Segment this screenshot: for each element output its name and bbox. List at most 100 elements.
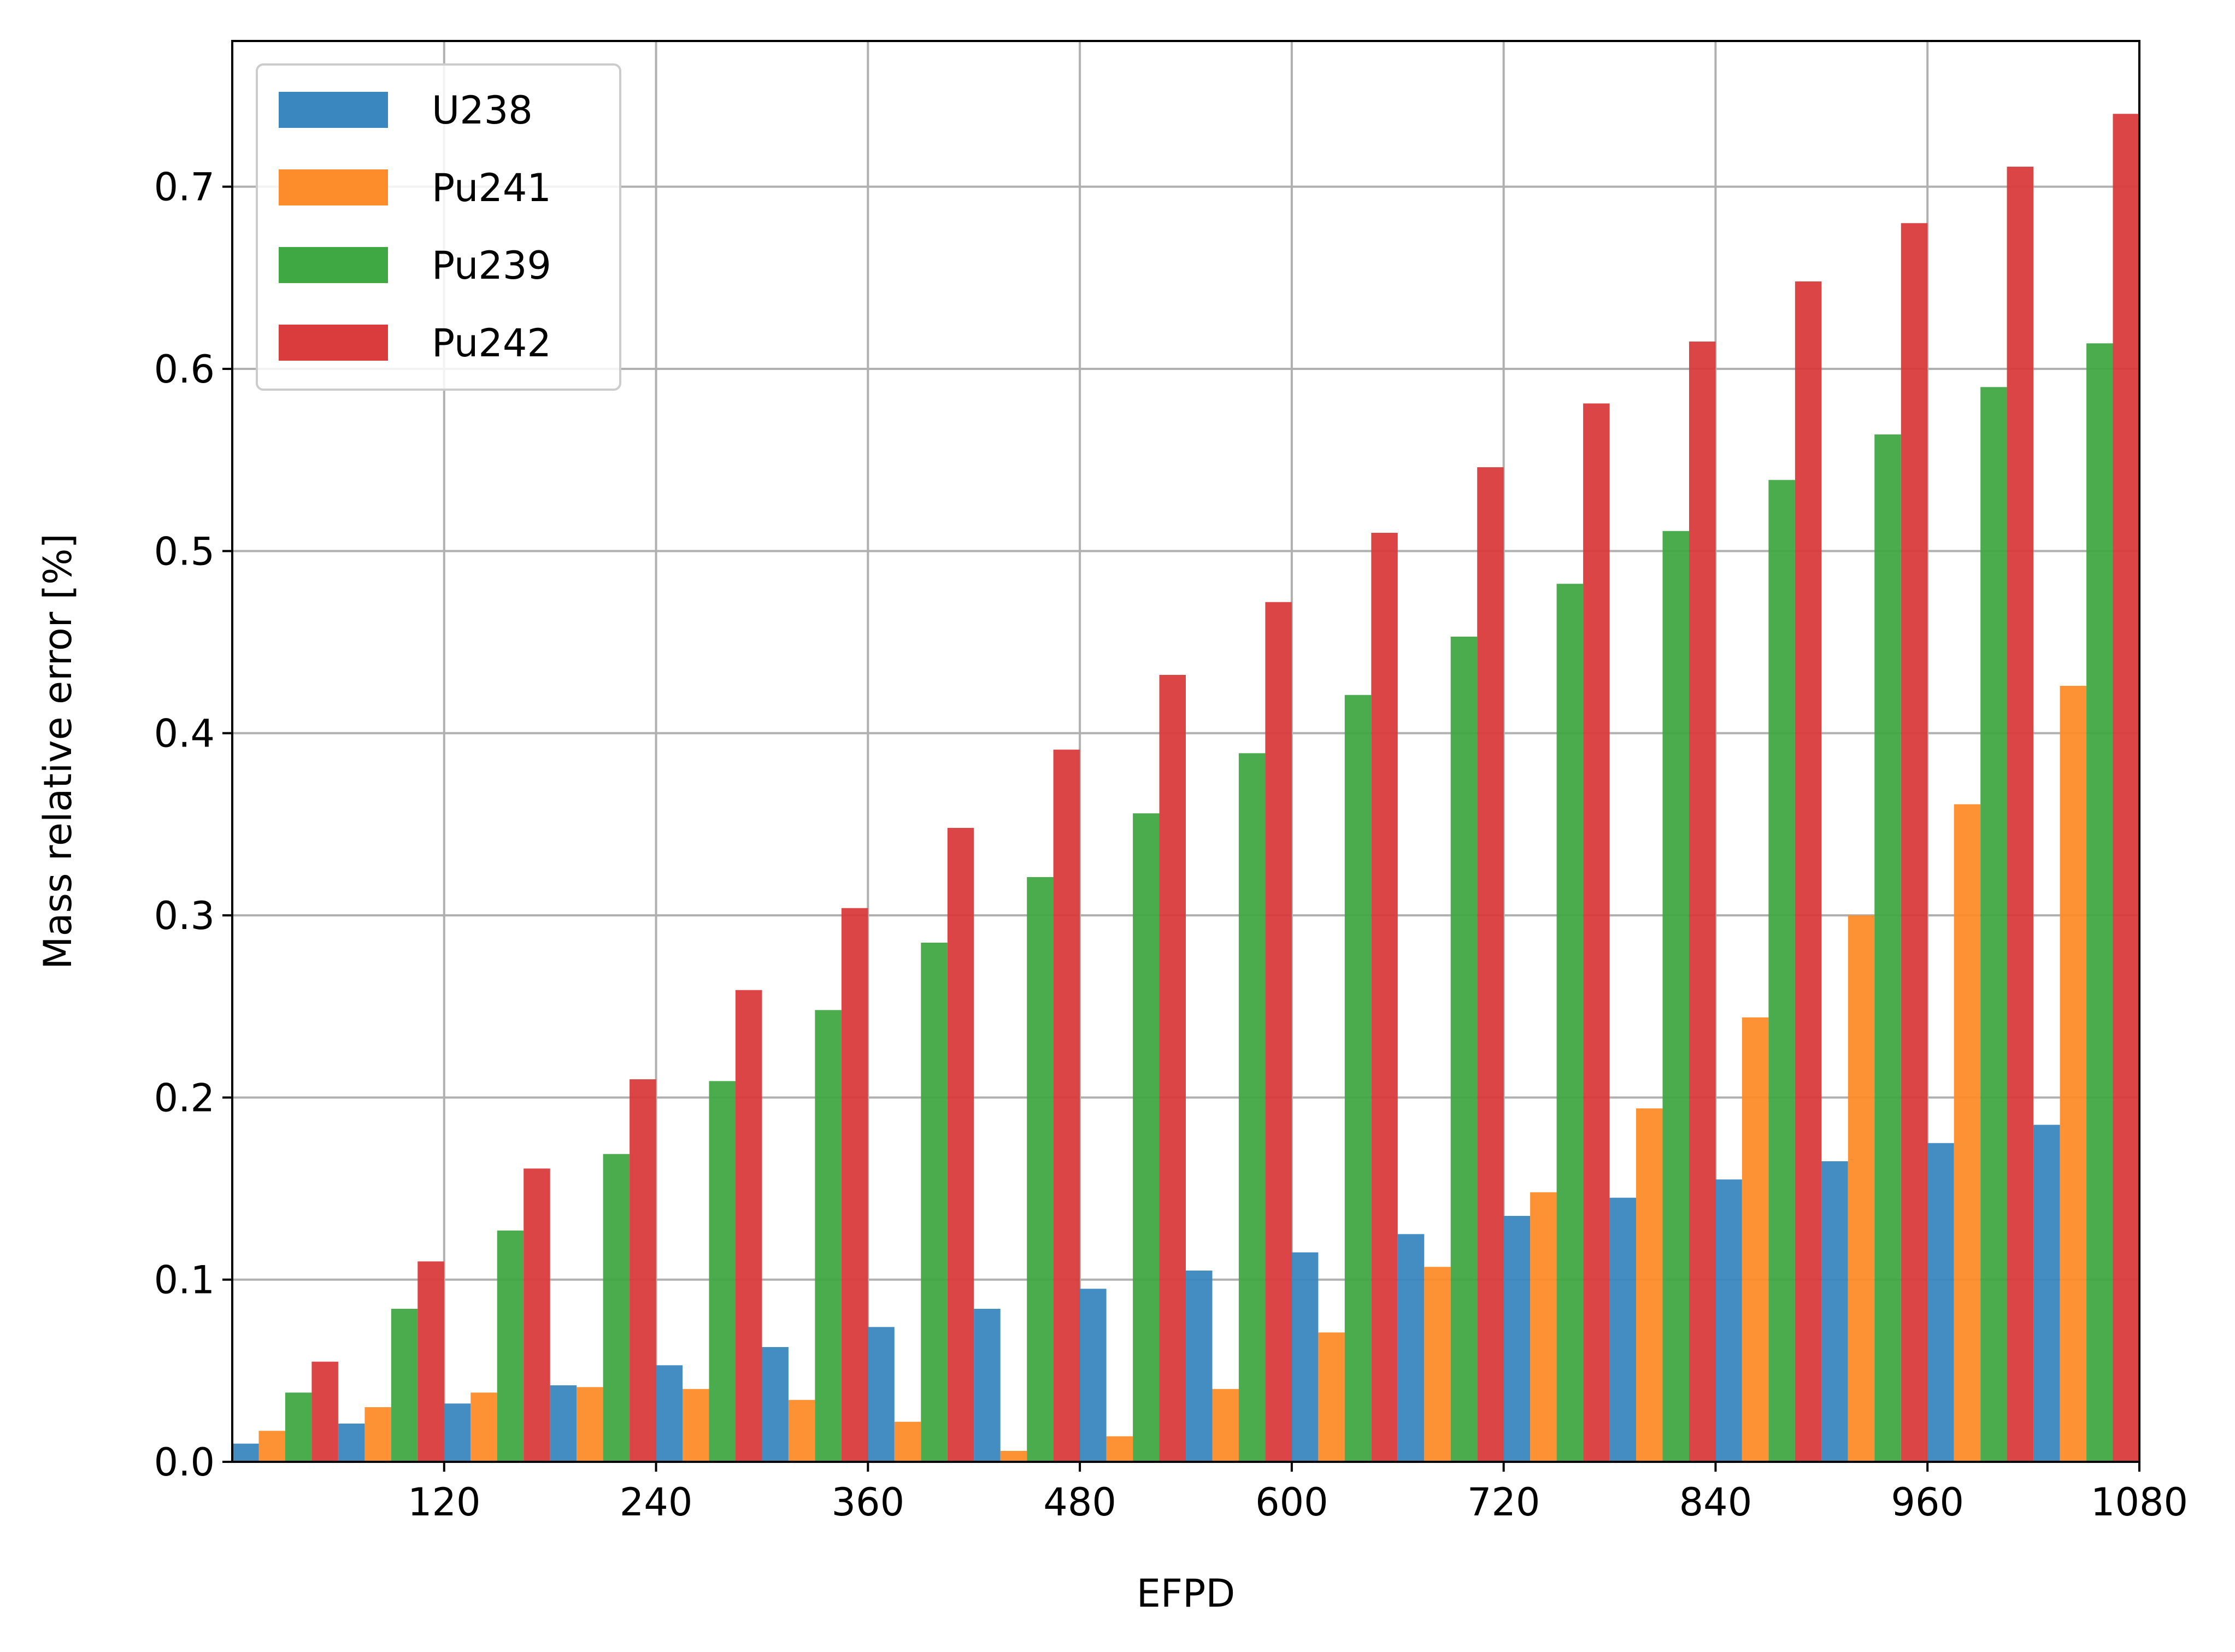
- legend-label-pu239: Pu239: [432, 243, 551, 288]
- bar-pu242: [524, 1168, 550, 1462]
- bar-pu241: [1848, 915, 1875, 1462]
- bar-pu239: [497, 1230, 524, 1462]
- bar-pu239: [1133, 813, 1160, 1462]
- bar-pu242: [630, 1079, 656, 1462]
- bar-u238: [232, 1443, 259, 1462]
- bar-pu239: [1344, 695, 1372, 1462]
- bar-pu239: [1556, 584, 1584, 1462]
- x-tick-label: 720: [1467, 1480, 1540, 1525]
- x-tick-label: 840: [1679, 1480, 1752, 1525]
- bar-pu241: [894, 1421, 921, 1462]
- x-tick-label: 240: [620, 1480, 693, 1525]
- bar-u238: [1609, 1197, 1637, 1462]
- bar-u238: [1503, 1216, 1531, 1462]
- bar-pu242: [1583, 403, 1610, 1462]
- bar-pu242: [1053, 749, 1080, 1462]
- plot-frame: [231, 40, 2140, 1463]
- bar-pu239: [603, 1154, 630, 1462]
- bar-pu242: [2007, 167, 2034, 1462]
- bar-pu242: [311, 1361, 338, 1462]
- x-tick-label: 360: [832, 1480, 905, 1525]
- bar-u238: [444, 1403, 471, 1462]
- bar-u238: [1186, 1271, 1213, 1462]
- legend-swatch-pu242: [279, 325, 388, 361]
- bar-pu241: [258, 1431, 285, 1462]
- bar-pu241: [364, 1407, 391, 1462]
- bar-pu239: [709, 1081, 736, 1462]
- bar-u238: [1397, 1234, 1425, 1462]
- bar-u238: [868, 1327, 895, 1462]
- bar-pu242: [1901, 223, 1928, 1462]
- bar-pu241: [470, 1392, 497, 1462]
- bar-pu241: [1742, 1017, 1769, 1462]
- bar-pu241: [2060, 686, 2087, 1462]
- bar-pu239: [2086, 343, 2113, 1462]
- bar-u238: [1927, 1143, 1954, 1462]
- bars: [232, 114, 2139, 1462]
- bar-pu242: [1795, 281, 1822, 1462]
- legend-label-pu242: Pu242: [432, 321, 551, 366]
- y-axis-label: Mass relative error [%]: [36, 533, 80, 969]
- bar-u238: [1291, 1252, 1319, 1462]
- bar-pu241: [1954, 804, 1981, 1462]
- legend-swatch-pu241: [279, 169, 388, 205]
- bar-u238: [974, 1309, 1001, 1462]
- y-tick-label: 0.3: [154, 893, 215, 938]
- x-tick-label: 120: [408, 1480, 481, 1525]
- y-tick-label: 0.5: [154, 529, 215, 574]
- bar-pu241: [577, 1387, 603, 1462]
- bar-pu239: [1662, 531, 1689, 1462]
- bar-u238: [1080, 1289, 1107, 1462]
- y-tick-label: 0.2: [154, 1075, 215, 1120]
- bar-pu239: [1874, 434, 1901, 1462]
- bar-pu242: [1159, 675, 1186, 1462]
- bar-u238: [762, 1347, 789, 1462]
- bar-pu242: [736, 990, 762, 1462]
- bar-pu241: [1000, 1451, 1027, 1462]
- x-tick-label: 480: [1043, 1480, 1116, 1525]
- y-tick-label: 0.0: [154, 1440, 215, 1485]
- bar-pu239: [1768, 480, 1795, 1462]
- bar-pu242: [2113, 114, 2139, 1462]
- legend-swatch-pu239: [279, 247, 388, 283]
- bar-pu242: [1371, 533, 1398, 1462]
- bar-pu241: [1636, 1108, 1663, 1462]
- bar-pu239: [921, 943, 948, 1462]
- y-tick-label: 0.7: [154, 165, 215, 210]
- x-tick-label: 960: [1891, 1480, 1964, 1525]
- bar-u238: [550, 1385, 577, 1462]
- legend-label-u238: U238: [432, 88, 533, 133]
- bar-pu242: [1477, 467, 1504, 1462]
- x-axis-label: EFPD: [1137, 1571, 1236, 1616]
- y-tick-label: 0.6: [154, 347, 215, 392]
- bar-pu239: [1238, 753, 1266, 1462]
- bar-pu239: [1027, 877, 1054, 1462]
- bar-pu241: [1530, 1192, 1557, 1462]
- bar-pu242: [417, 1261, 444, 1462]
- x-tick-label: 1080: [2091, 1480, 2188, 1525]
- bar-pu239: [1450, 637, 1478, 1462]
- bar-pu242: [1265, 602, 1292, 1462]
- x-tick-label: 600: [1255, 1480, 1328, 1525]
- bar-u238: [338, 1424, 365, 1462]
- legend-box: [256, 63, 621, 391]
- bar-pu241: [1318, 1332, 1345, 1462]
- bar-u238: [2033, 1125, 2060, 1462]
- legend-swatch-u238: [279, 92, 388, 128]
- bar-pu242: [947, 828, 974, 1462]
- bar-u238: [1715, 1179, 1742, 1462]
- bar-pu241: [683, 1389, 709, 1462]
- bar-pu239: [391, 1309, 418, 1462]
- ticks: 120 240 360 480 600 720 840 960 1080 0.0 0.1 0.2 0.3…: [154, 165, 2188, 1525]
- bar-pu239: [1980, 387, 2007, 1462]
- bar-pu241: [1106, 1436, 1133, 1462]
- y-tick-label: 0.1: [154, 1258, 215, 1303]
- bar-pu241: [788, 1400, 815, 1462]
- bar-pu239: [285, 1392, 312, 1462]
- bar-pu239: [815, 1010, 842, 1462]
- legend-label-pu241: Pu241: [432, 166, 551, 210]
- bar-u238: [1821, 1161, 1848, 1462]
- bar-pu242: [841, 908, 868, 1462]
- legend: U238 Pu241 Pu239 Pu242: [256, 63, 621, 391]
